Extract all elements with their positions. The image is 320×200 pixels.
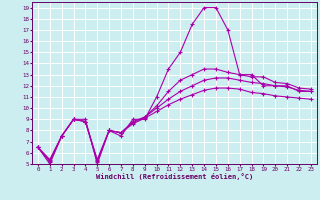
X-axis label: Windchill (Refroidissement éolien,°C): Windchill (Refroidissement éolien,°C) (96, 173, 253, 180)
